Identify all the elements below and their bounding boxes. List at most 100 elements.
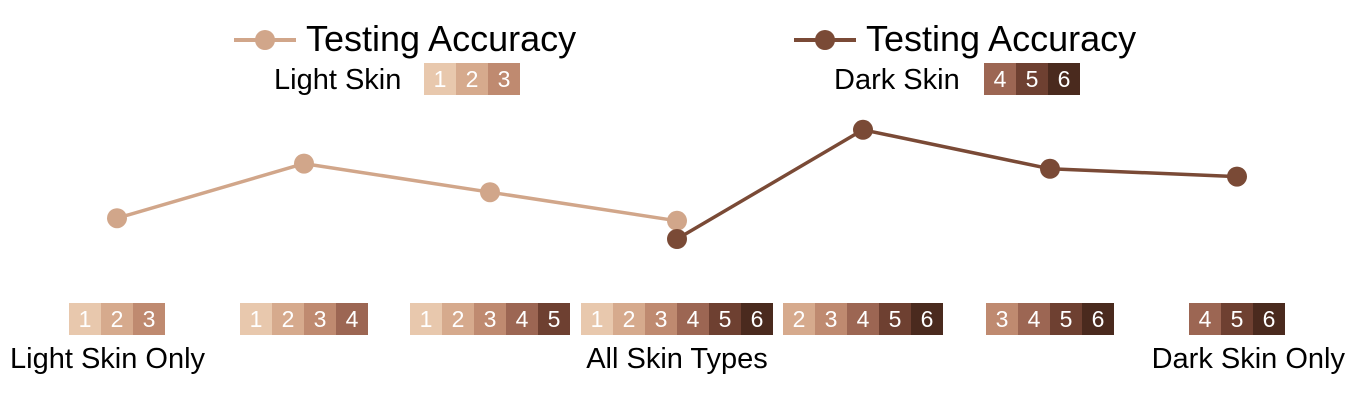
category-4-swatch-3 <box>815 303 847 335</box>
series-points <box>107 119 1247 249</box>
legend-0-swatch-label-1: 1 <box>434 66 447 92</box>
category-6-swatch-5 <box>1221 303 1253 335</box>
category-6-swatch-6 <box>1253 303 1285 335</box>
category-2-swatch-label-1: 1 <box>420 306 433 332</box>
series-0-point-2 <box>480 182 500 203</box>
category-4-swatch-label-4: 4 <box>857 306 870 332</box>
legend-1-swatch-label-4: 4 <box>994 66 1007 92</box>
legend-1-swatch-label-6: 6 <box>1058 66 1071 92</box>
category-5-swatch-4 <box>1018 303 1050 335</box>
category-1-swatch-3 <box>304 303 336 335</box>
series-0-line <box>116 161 678 223</box>
category-6-label: Dark Skin Only <box>1152 343 1346 375</box>
category-0-swatch-label-3: 3 <box>143 306 156 332</box>
category-3-swatch-label-2: 2 <box>623 306 636 332</box>
category-0-swatch-label-1: 1 <box>79 306 92 332</box>
category-4-swatch-2 <box>783 303 815 335</box>
series-1-line <box>676 128 1238 241</box>
series-1-point-2 <box>1040 158 1060 179</box>
legend-0-group-label: Light Skin <box>274 64 401 96</box>
category-1-swatch-4 <box>336 303 368 335</box>
category-6-swatch-4 <box>1189 303 1221 335</box>
category-1-swatch-label-4: 4 <box>346 306 359 332</box>
category-3-swatch-5 <box>709 303 741 335</box>
category-4-swatch-label-2: 2 <box>793 306 806 332</box>
legend-0-swatch-3 <box>488 63 520 95</box>
category-4-swatch-4 <box>847 303 879 335</box>
category-0-label: Light Skin Only <box>10 343 206 375</box>
category-3-swatch-label-1: 1 <box>591 306 604 332</box>
category-3-swatch-6 <box>741 303 773 335</box>
category-6: 4 5 6 Dark Skin Only <box>1152 303 1346 375</box>
category-3-swatch-2 <box>613 303 645 335</box>
category-5-swatch-5 <box>1050 303 1082 335</box>
category-4-swatch-label-5: 5 <box>889 306 902 332</box>
legend-0-swatch-1 <box>424 63 456 95</box>
category-6-swatch-label-4: 4 <box>1199 306 1212 332</box>
category-6-swatch-label-5: 5 <box>1231 306 1244 332</box>
legend-0-swatch-label-3: 3 <box>498 66 511 92</box>
category-3-swatch-label-4: 4 <box>687 306 700 332</box>
category-1-swatch-2 <box>272 303 304 335</box>
legend-1-swatch-label-5: 5 <box>1026 66 1039 92</box>
category-1-swatch-label-1: 1 <box>250 306 263 332</box>
category-4-swatch-6 <box>911 303 943 335</box>
legend-0-name: Testing Accuracy <box>306 18 576 59</box>
category-3-swatch-label-5: 5 <box>719 306 732 332</box>
legend-1-group-label: Dark Skin <box>834 64 960 96</box>
category-2-swatch-4 <box>506 303 538 335</box>
category-0-swatch-3 <box>133 303 165 335</box>
legend-1-swatch-4 <box>984 63 1016 95</box>
category-2-swatch-label-5: 5 <box>548 306 561 332</box>
series-1-point-1 <box>853 119 873 140</box>
series-0-point-3 <box>667 210 687 231</box>
category-5-swatch-3 <box>986 303 1018 335</box>
category-5-swatch-label-5: 5 <box>1060 306 1073 332</box>
legend: Testing Accuracy Light Skin 1 2 3 Testing Acc… <box>234 18 1136 96</box>
category-3: 1 2 3 4 5 6 All Skin Types <box>581 303 773 375</box>
legend-0-swatch-2 <box>456 63 488 95</box>
series-0-point-1 <box>294 153 314 174</box>
category-1-swatch-label-3: 3 <box>314 306 327 332</box>
legend-1-swatch-5 <box>1016 63 1048 95</box>
category-5-swatch-label-3: 3 <box>996 306 1009 332</box>
legend-1-swatch-6 <box>1048 63 1080 95</box>
category-5-swatch-label-4: 4 <box>1028 306 1041 332</box>
category-4-swatch-5 <box>879 303 911 335</box>
category-2-swatch-5 <box>538 303 570 335</box>
category-4-swatch-label-3: 3 <box>825 306 838 332</box>
category-5-swatch-label-6: 6 <box>1092 306 1105 332</box>
category-2-swatch-label-3: 3 <box>484 306 497 332</box>
category-3-swatch-1 <box>581 303 613 335</box>
category-4-swatch-label-6: 6 <box>921 306 934 332</box>
category-5-swatch-6 <box>1082 303 1114 335</box>
category-0-swatch-2 <box>101 303 133 335</box>
category-3-label: All Skin Types <box>586 343 768 375</box>
category-2-swatch-3 <box>474 303 506 335</box>
category-0-swatch-1 <box>69 303 101 335</box>
category-3-swatch-label-6: 6 <box>751 306 764 332</box>
legend-0-swatch-label-2: 2 <box>466 66 479 92</box>
category-0: 1 2 3 Light Skin Only <box>10 303 206 375</box>
legend-1-marker <box>815 30 835 50</box>
category-2-swatch-2 <box>442 303 474 335</box>
series-1-point-0 <box>667 229 687 249</box>
category-0-swatch-label-2: 2 <box>111 306 124 332</box>
category-3-swatch-3 <box>645 303 677 335</box>
category-3-swatch-4 <box>677 303 709 335</box>
series-lines <box>116 128 1238 241</box>
category-2-swatch-label-4: 4 <box>516 306 529 332</box>
category-1-swatch-1 <box>240 303 272 335</box>
category-3-swatch-label-3: 3 <box>655 306 668 332</box>
legend-1-name: Testing Accuracy <box>866 18 1136 59</box>
category-2-swatch-1 <box>410 303 442 335</box>
category-6-swatch-label-6: 6 <box>1263 306 1276 332</box>
legend-0-marker <box>255 30 275 50</box>
category-1-swatch-label-2: 2 <box>282 306 295 332</box>
series-0-point-0 <box>107 208 127 229</box>
